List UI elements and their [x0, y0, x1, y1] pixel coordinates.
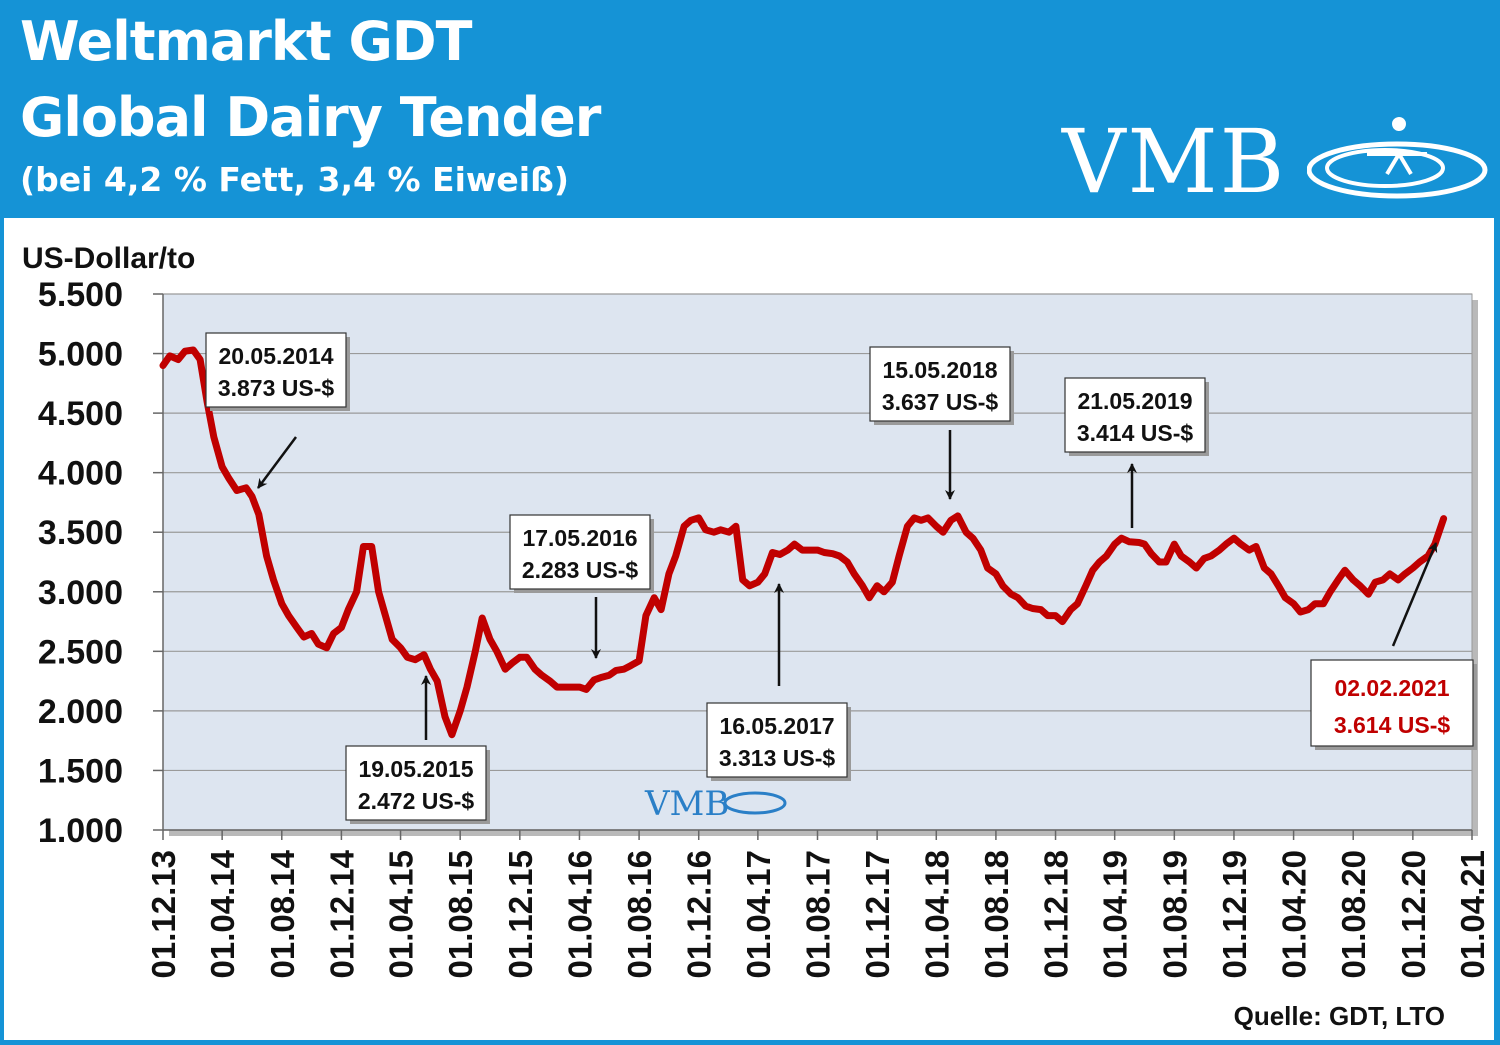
logo-swirl-icon: [1307, 117, 1488, 199]
header-banner: Weltmarkt GDT Global Dairy Tender (bei 4…: [0, 0, 1500, 212]
composition-note: (bei 4,2 % Fett, 3,4 % Eiweiß): [20, 160, 569, 199]
annotation-box: [1064, 377, 1206, 453]
annotation-value: 2.472 US-$: [358, 788, 475, 814]
annotation-arrow: [256, 436, 298, 489]
x-tick-label: 01.04.19: [1097, 850, 1134, 978]
y-tick-label: 1.000: [38, 812, 123, 850]
x-tick-label: 01.12.14: [323, 849, 360, 978]
x-tick-label: 01.08.20: [1335, 850, 1372, 978]
x-tick-label: 01.08.19: [1156, 850, 1193, 978]
x-tick-label: 01.04.20: [1276, 850, 1313, 978]
y-tick-label: 3.500: [38, 514, 123, 552]
y-tick-label: 5.500: [38, 276, 123, 314]
annotation-date: 17.05.2016: [522, 525, 637, 551]
y-tick-label: 4.000: [38, 455, 123, 493]
annotation-box: [205, 332, 347, 408]
x-tick-label: 01.08.16: [621, 850, 658, 978]
price-line: [159, 346, 1448, 739]
x-tick-label: 01.08.14: [264, 849, 301, 978]
x-tick-label: 01.04.21: [1454, 850, 1491, 978]
y-tick-label: 2.000: [38, 693, 123, 731]
annotation-box: [509, 514, 651, 590]
annotation-date: 15.05.2018: [882, 357, 997, 383]
watermark-swirl-icon: [723, 791, 787, 815]
x-tick-label: 01.04.17: [740, 850, 777, 978]
x-tick-label: 01.12.15: [502, 850, 539, 978]
y-tick-label: 4.500: [38, 395, 123, 433]
y-axis-label: US-Dollar/to: [22, 242, 195, 275]
annotation-box: [706, 702, 848, 778]
annotation-box: [345, 745, 487, 821]
annotation-value: 3.637 US-$: [882, 389, 999, 415]
source-note: Quelle: GDT, LTO: [1234, 1001, 1445, 1031]
x-tick-label: 01.04.18: [918, 850, 955, 978]
watermark-text: VMB: [644, 784, 729, 824]
x-tick-label: 01.12.19: [1216, 850, 1253, 978]
annotation-value: 2.283 US-$: [522, 557, 639, 583]
y-tick-label: 5.000: [38, 336, 123, 374]
y-tick-label: 3.000: [38, 574, 123, 612]
y-tick-label: 2.500: [38, 633, 123, 671]
y-tick-label: 1.500: [38, 752, 123, 790]
x-tick-label: 01.12.20: [1395, 850, 1432, 978]
annotation-date: 19.05.2015: [358, 756, 473, 782]
x-tick-label: 01.08.15: [442, 850, 479, 978]
watermark: VMB: [644, 784, 787, 824]
x-tick-label: 01.04.15: [383, 850, 420, 978]
annotation-value: 3.414 US-$: [1077, 420, 1194, 446]
annotation-box: [869, 346, 1011, 422]
annotation-arrow: [1391, 542, 1438, 647]
annotation-value: 3.873 US-$: [218, 375, 335, 401]
annotation-date: 21.05.2019: [1077, 388, 1192, 414]
x-tick-label: 01.04.16: [561, 850, 598, 978]
x-tick-label: 01.12.18: [1038, 850, 1075, 978]
page-title: Weltmarkt GDT: [20, 10, 472, 73]
logo-text: VMB: [1062, 110, 1287, 213]
x-tick-label: 01.08.17: [800, 850, 837, 978]
annotation-box: [1310, 659, 1474, 747]
annotation-date: 02.02.2021: [1334, 675, 1449, 701]
x-tick-label: 01.12.17: [859, 850, 896, 978]
annotation-value: 3.614 US-$: [1334, 712, 1451, 738]
page-subtitle: Global Dairy Tender: [20, 86, 601, 149]
annotation-value: 3.313 US-$: [719, 745, 836, 771]
vmb-logo: VMB: [1062, 112, 1500, 212]
x-tick-label: 01.04.14: [204, 849, 241, 978]
x-tick-label: 01.12.16: [681, 850, 718, 978]
x-tick-label: 01.12.13: [145, 850, 182, 978]
x-tick-label: 01.08.18: [978, 850, 1015, 978]
annotation-date: 16.05.2017: [719, 713, 834, 739]
annotation-date: 20.05.2014: [218, 343, 333, 369]
